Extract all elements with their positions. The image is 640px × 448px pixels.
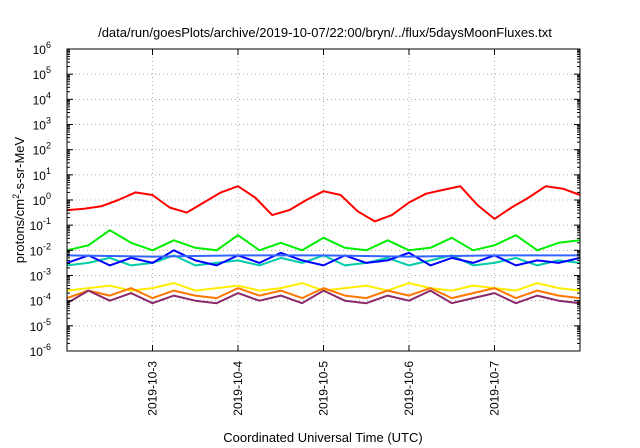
- y-tick-label: 106: [33, 40, 51, 57]
- y-tick-label: 10-3: [30, 267, 51, 284]
- series-line-1: [66, 229, 581, 252]
- y-tick-label: 105: [33, 65, 51, 82]
- chart-title: /data/run/goesPlots/archive/2019-10-07/2…: [98, 25, 552, 40]
- y-tick-base: 10: [30, 295, 44, 309]
- series-line-4: [66, 254, 580, 258]
- y-tick-label: 104: [33, 90, 51, 107]
- y-tick-exponent: -5: [43, 317, 51, 327]
- y-tick-base: 10: [30, 219, 44, 233]
- x-tick-label: 2019-10-4: [231, 361, 245, 416]
- x-tick-label: 2019-10-6: [402, 361, 416, 416]
- y-tick-label: 10-6: [30, 342, 51, 359]
- y-tick-base: 10: [33, 144, 47, 158]
- y-tick-base: 10: [33, 169, 47, 183]
- y-tick-exponent: 2: [46, 141, 51, 151]
- y-tick-label: 103: [33, 116, 51, 133]
- y-tick-exponent: 0: [46, 191, 51, 201]
- y-tick-base: 10: [30, 244, 44, 258]
- y-tick-base: 10: [30, 345, 44, 359]
- y-tick-label: 10-1: [30, 216, 51, 233]
- y-tick-base: 10: [33, 93, 47, 107]
- y-axis-title-sup: 2: [11, 194, 21, 199]
- grid-lines: [67, 49, 580, 351]
- y-tick-exponent: -6: [43, 342, 51, 352]
- y-tick-labels: 10-610-510-410-310-210-11001011021031041…: [30, 40, 51, 359]
- y-tick-base: 10: [33, 68, 47, 82]
- y-tick-exponent: 4: [46, 90, 51, 100]
- y-tick-exponent: -1: [43, 216, 51, 226]
- series-line-6: [66, 287, 581, 300]
- y-tick-exponent: 5: [46, 65, 51, 75]
- series-lines: [66, 185, 581, 305]
- y-tick-label: 100: [33, 191, 51, 208]
- y-tick-base: 10: [33, 43, 47, 57]
- y-tick-label: 10-2: [30, 241, 51, 258]
- y-tick-exponent: -4: [43, 292, 51, 302]
- y-tick-exponent: -2: [43, 241, 51, 251]
- series-line-0: [66, 185, 581, 223]
- y-tick-base: 10: [30, 270, 44, 284]
- y-axis-title-part1: protons/cm: [12, 199, 27, 263]
- y-tick-exponent: -3: [43, 267, 51, 277]
- y-tick-exponent: 3: [46, 116, 51, 126]
- x-axis-title: Coordinated Universal Time (UTC): [223, 430, 422, 445]
- y-tick-base: 10: [33, 194, 47, 208]
- y-tick-exponent: 6: [46, 40, 51, 50]
- x-tick-label: 2019-10-7: [488, 361, 502, 416]
- y-axis-title: protons/cm2-s-sr-MeV: [11, 136, 27, 263]
- x-tick-labels: 2019-10-3 2019-10-4 2019-10-5 2019-10-6 2019…: [146, 361, 502, 416]
- y-tick-label: 101: [33, 166, 51, 183]
- y-tick-base: 10: [30, 320, 44, 334]
- y-tick-base: 10: [33, 119, 47, 133]
- y-tick-label: 10-4: [30, 292, 51, 309]
- x-tick-label: 2019-10-5: [317, 361, 331, 416]
- y-axis-title-part2: -s-sr-MeV: [12, 136, 27, 193]
- y-tick-label: 102: [33, 141, 51, 158]
- plot-frame: [66, 48, 581, 352]
- y-tick-label: 10-5: [30, 317, 51, 334]
- x-tick-label: 2019-10-3: [146, 361, 160, 416]
- y-tick-exponent: 1: [46, 166, 51, 176]
- series-line-7: [66, 289, 581, 305]
